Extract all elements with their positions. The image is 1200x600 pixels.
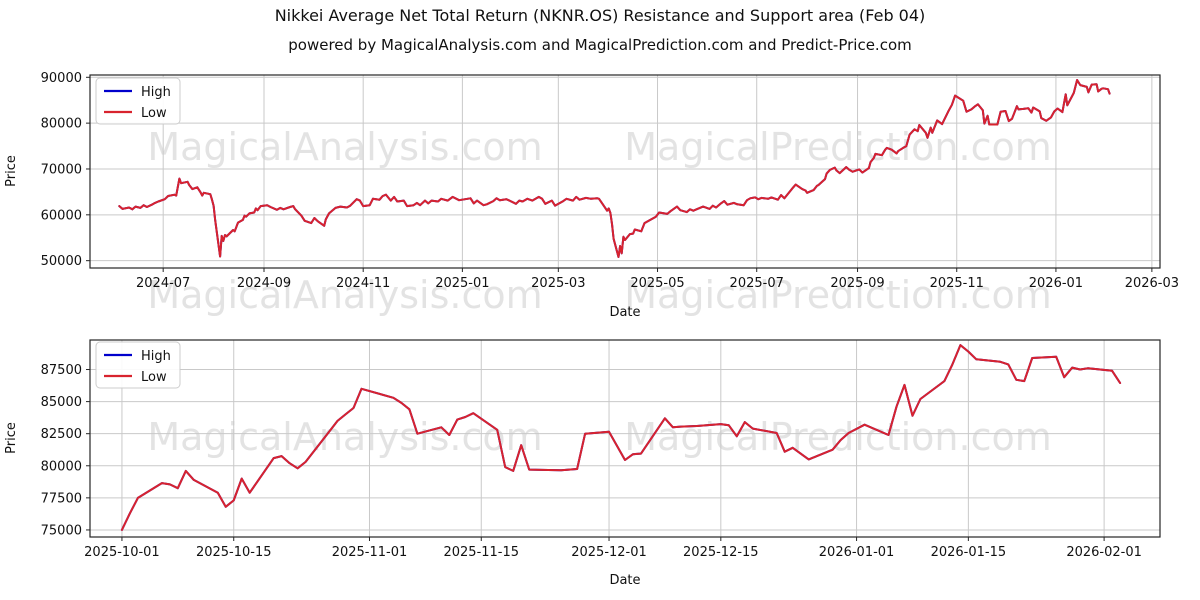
- top-chart-y-tick-label: 60000: [41, 208, 82, 223]
- legend-high-label: High: [141, 349, 171, 364]
- bottom-chart-y-tick-label: 80000: [41, 459, 82, 474]
- legend-low-label: Low: [141, 106, 167, 121]
- top-chart-x-tick-label: 2026-01: [1029, 276, 1083, 291]
- top-chart-y-tick-label: 80000: [41, 117, 82, 132]
- top-chart-x-tick-label: 2025-05: [630, 276, 684, 291]
- bottom-chart-legend: High Low: [95, 341, 181, 389]
- top-chart-x-tick-label: 2024-11: [336, 276, 390, 291]
- bottom-chart-ylabel: Price: [4, 422, 19, 454]
- top-chart-ylabel: Price: [4, 155, 19, 187]
- watermark-text: MagicalAnalysis.com: [147, 125, 542, 169]
- watermark-layer: MagicalAnalysis.com MagicalPrediction.com…: [147, 125, 1051, 459]
- top-chart-y-tick-label: 50000: [41, 254, 82, 269]
- bottom-chart-y-tick-label: 87500: [41, 363, 82, 378]
- top-chart-x-tick-label: 2025-09: [830, 276, 884, 291]
- page-subtitle: powered by MagicalAnalysis.com and Magic…: [288, 36, 912, 54]
- bottom-chart-spines: [89, 339, 1161, 538]
- top-chart-y-tick-label: 90000: [41, 71, 82, 86]
- bottom-chart-y-tick-label: 85000: [41, 395, 82, 410]
- top-chart-x-tick-label: 2025-03: [531, 276, 585, 291]
- legend-high-label: High: [141, 85, 171, 100]
- top-chart-spines: [89, 74, 1161, 269]
- bottom-chart-x-tick-label: 2026-01-01: [819, 545, 895, 560]
- bottom-chart-xlabel: Date: [609, 573, 640, 588]
- bottom-chart-y-tick-label: 77500: [41, 491, 82, 506]
- top-chart-low-line: [118, 79, 1111, 258]
- axis-layer: 2024-07 2024-09 2024-11 2025-01 2025-03 2025-…: [41, 71, 1179, 560]
- bottom-chart-x-tick-label: 2026-02-01: [1066, 545, 1142, 560]
- bottom-chart-x-tick-label: 2025-11-15: [443, 545, 519, 560]
- top-chart-x-tick-label: 2025-11: [930, 276, 984, 291]
- watermark-text: MagicalPrediction.com: [624, 415, 1052, 459]
- watermark-text: MagicalAnalysis.com: [147, 273, 542, 317]
- bottom-chart-x-tick-label: 2025-10-15: [196, 545, 272, 560]
- top-chart-x-tick-label: 2025-07: [730, 276, 784, 291]
- bottom-chart-y-tick-label: 75000: [41, 523, 82, 538]
- watermark-text: MagicalAnalysis.com: [147, 415, 542, 459]
- bottom-chart-y-tick-label: 82500: [41, 427, 82, 442]
- top-chart-xlabel: Date: [609, 305, 640, 320]
- bottom-chart-x-tick-label: 2026-01-15: [931, 545, 1007, 560]
- bottom-chart-x-tick-label: 2025-12-15: [683, 545, 759, 560]
- top-chart-x-tick-label: 2024-07: [136, 276, 190, 291]
- page-title: Nikkei Average Net Total Return (NKNR.OS…: [275, 6, 926, 25]
- watermark-text: MagicalPrediction.com: [624, 125, 1052, 169]
- top-chart-x-tick-label: 2026-03: [1125, 276, 1179, 291]
- bottom-chart-x-tick-label: 2025-11-01: [332, 545, 408, 560]
- bottom-chart-x-tick-label: 2025-10-01: [84, 545, 160, 560]
- line-layer: [118, 79, 1122, 531]
- top-chart-x-tick-label: 2024-09: [237, 276, 291, 291]
- legend-low-label: Low: [141, 370, 167, 385]
- grid-layer: [90, 75, 1160, 537]
- watermark-text: MagicalPrediction.com: [624, 273, 1052, 317]
- top-chart-x-tick-label: 2025-01: [435, 276, 489, 291]
- top-chart-y-tick-label: 70000: [41, 162, 82, 177]
- bottom-chart-low-line: [120, 344, 1122, 531]
- top-chart-legend: High Low: [95, 77, 181, 125]
- bottom-chart-x-tick-label: 2025-12-01: [571, 545, 647, 560]
